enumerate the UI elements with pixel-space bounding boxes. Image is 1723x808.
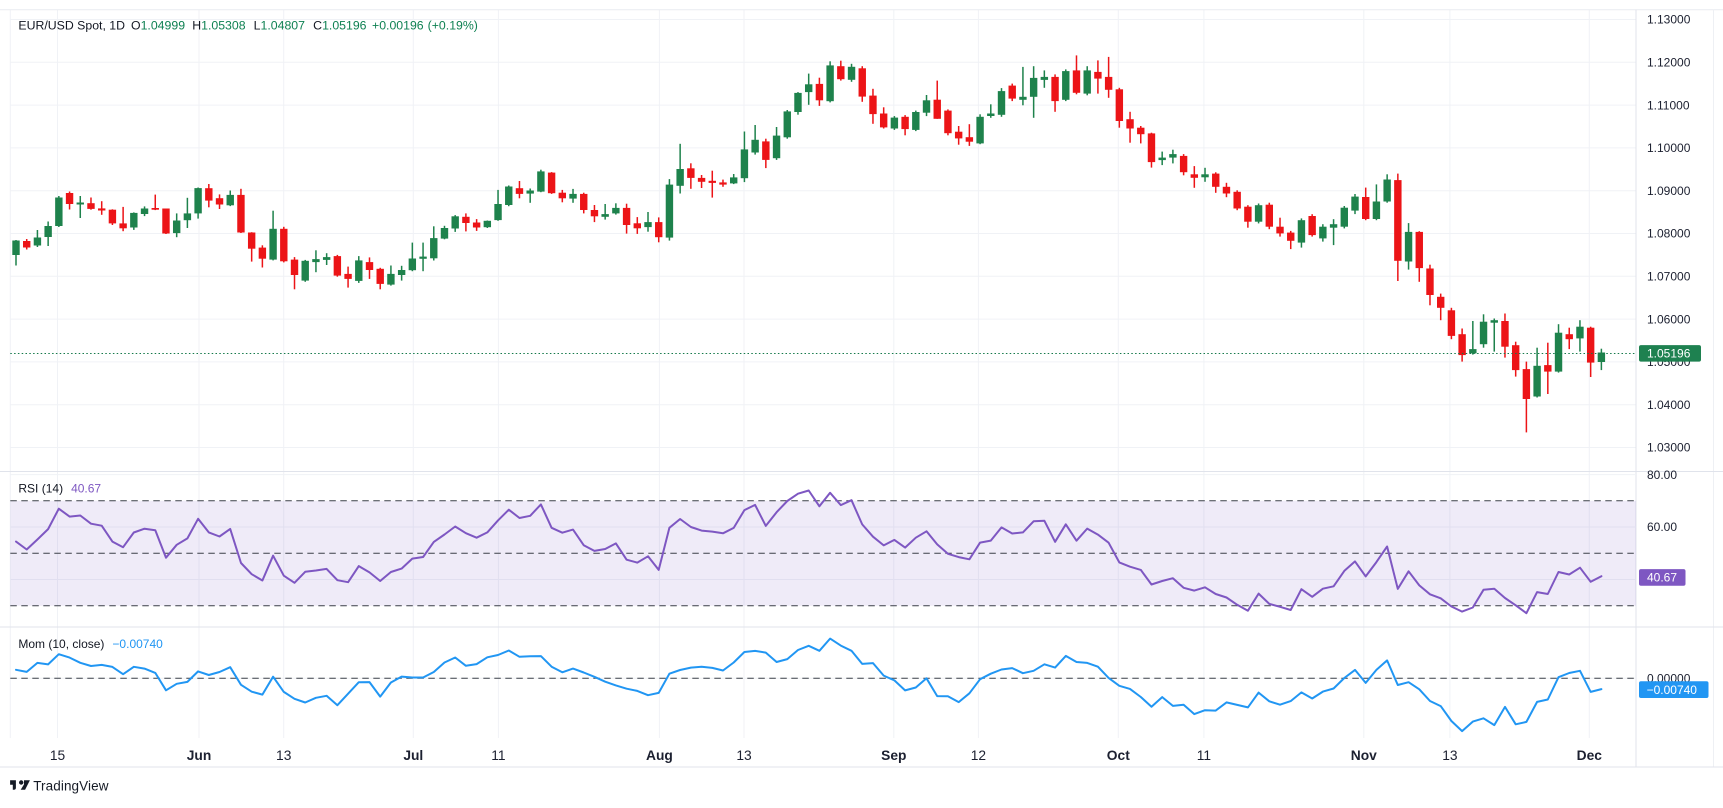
svg-text:1.05196: 1.05196: [1647, 347, 1691, 361]
svg-text:Jul: Jul: [403, 748, 423, 763]
svg-text:1.13000: 1.13000: [1647, 13, 1691, 27]
svg-text:1.09000: 1.09000: [1647, 184, 1691, 198]
svg-text:1.12000: 1.12000: [1647, 56, 1691, 70]
svg-text:Dec: Dec: [1577, 748, 1603, 763]
svg-text:11: 11: [1197, 748, 1211, 763]
svg-text:80.00: 80.00: [1647, 468, 1677, 482]
svg-text:1.04000: 1.04000: [1647, 398, 1691, 412]
svg-text:1.11000: 1.11000: [1647, 98, 1690, 112]
svg-text:Nov: Nov: [1351, 748, 1377, 763]
svg-text:13: 13: [1442, 748, 1458, 763]
svg-text:60.00: 60.00: [1647, 520, 1677, 534]
svg-text:RSI (14)40.67: RSI (14) 40.67: [18, 481, 101, 495]
svg-text:1.06000: 1.06000: [1647, 312, 1691, 326]
svg-text:Oct: Oct: [1107, 748, 1130, 763]
svg-text:13: 13: [276, 748, 292, 763]
svg-text:1.07000: 1.07000: [1647, 270, 1691, 284]
svg-text:Aug: Aug: [646, 748, 673, 763]
svg-text:Sep: Sep: [881, 748, 906, 763]
svg-text:Jun: Jun: [187, 748, 212, 763]
svg-text:1.08000: 1.08000: [1647, 227, 1691, 241]
svg-text:11: 11: [491, 748, 505, 763]
svg-text:−0.00740: −0.00740: [1647, 683, 1698, 697]
svg-text:Mom (10, close)−0.00740: Mom (10, close) −0.00740: [18, 637, 163, 651]
svg-text:15: 15: [50, 748, 66, 763]
svg-text:1.03000: 1.03000: [1647, 441, 1691, 455]
svg-text:40.67: 40.67: [1647, 571, 1677, 585]
svg-text:TradingView: TradingView: [33, 778, 109, 793]
svg-text:13: 13: [736, 748, 752, 763]
svg-text:1.10000: 1.10000: [1647, 141, 1691, 155]
svg-text:12: 12: [971, 748, 986, 763]
